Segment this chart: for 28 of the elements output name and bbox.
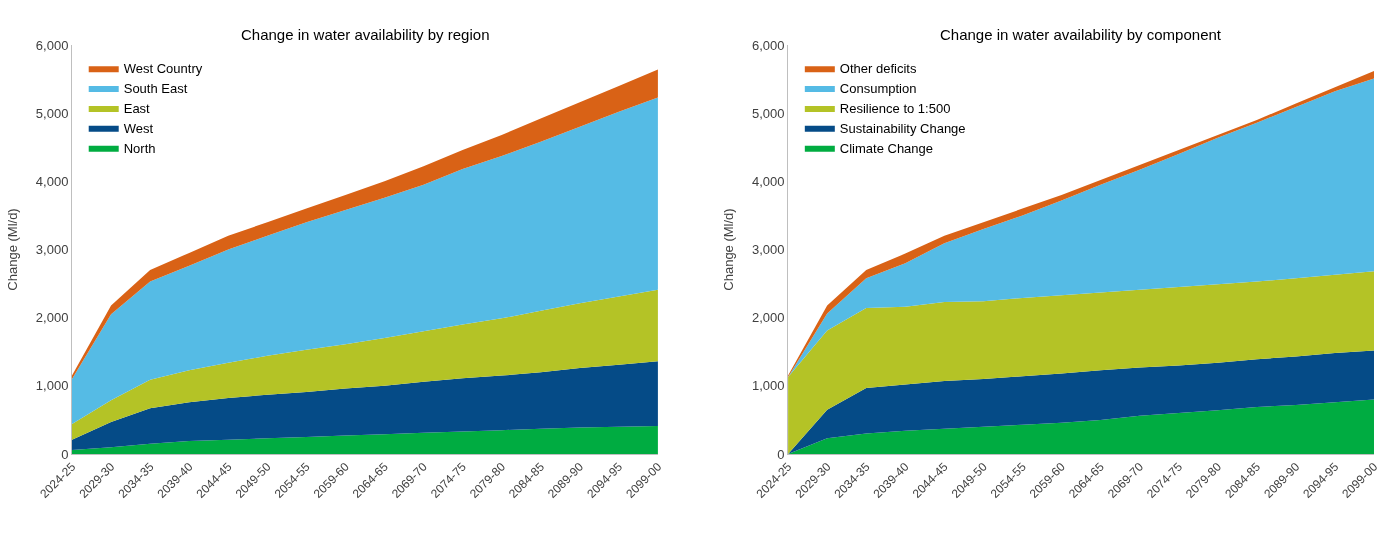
y-tick-label: 0 xyxy=(777,446,785,462)
legend-label: North xyxy=(123,140,156,156)
legend-label: Other deficits xyxy=(839,61,917,77)
y-tick-label: 6,000 xyxy=(35,37,69,53)
legend-label: West Country xyxy=(123,61,203,77)
legend-label: Resilience to 1:500 xyxy=(839,101,951,116)
y-tick-label: 3,000 xyxy=(751,242,785,258)
y-tick-label: 3,000 xyxy=(35,242,69,258)
y-tick-label: 0 xyxy=(61,446,69,462)
y-tick-label: 6,000 xyxy=(751,37,785,53)
legend-label: East xyxy=(123,101,151,116)
y-tick-label: 5,000 xyxy=(751,105,785,121)
y-tick-label: 1,000 xyxy=(751,378,785,394)
legend-label: West xyxy=(123,120,154,136)
y-tick-label: 2,000 xyxy=(751,310,785,326)
legend-label: Climate Change xyxy=(839,140,934,156)
y-tick-label: 2,000 xyxy=(35,310,69,326)
y-axis-title: Change (Ml/d) xyxy=(4,208,20,291)
y-tick-label: 5,000 xyxy=(35,105,69,121)
chart-title: Change in water availability by region xyxy=(241,26,490,43)
y-tick-label: 4,000 xyxy=(751,173,785,189)
legend-label: Consumption xyxy=(839,81,917,97)
y-axis-title: Change (Ml/d) xyxy=(720,208,736,291)
legend-label: Sustainability Change xyxy=(839,120,966,136)
chart-title: Change in water availability by component xyxy=(940,26,1222,43)
y-tick-label: 4,000 xyxy=(35,173,69,189)
y-tick-label: 1,000 xyxy=(35,378,69,394)
legend-label: South East xyxy=(123,81,188,97)
